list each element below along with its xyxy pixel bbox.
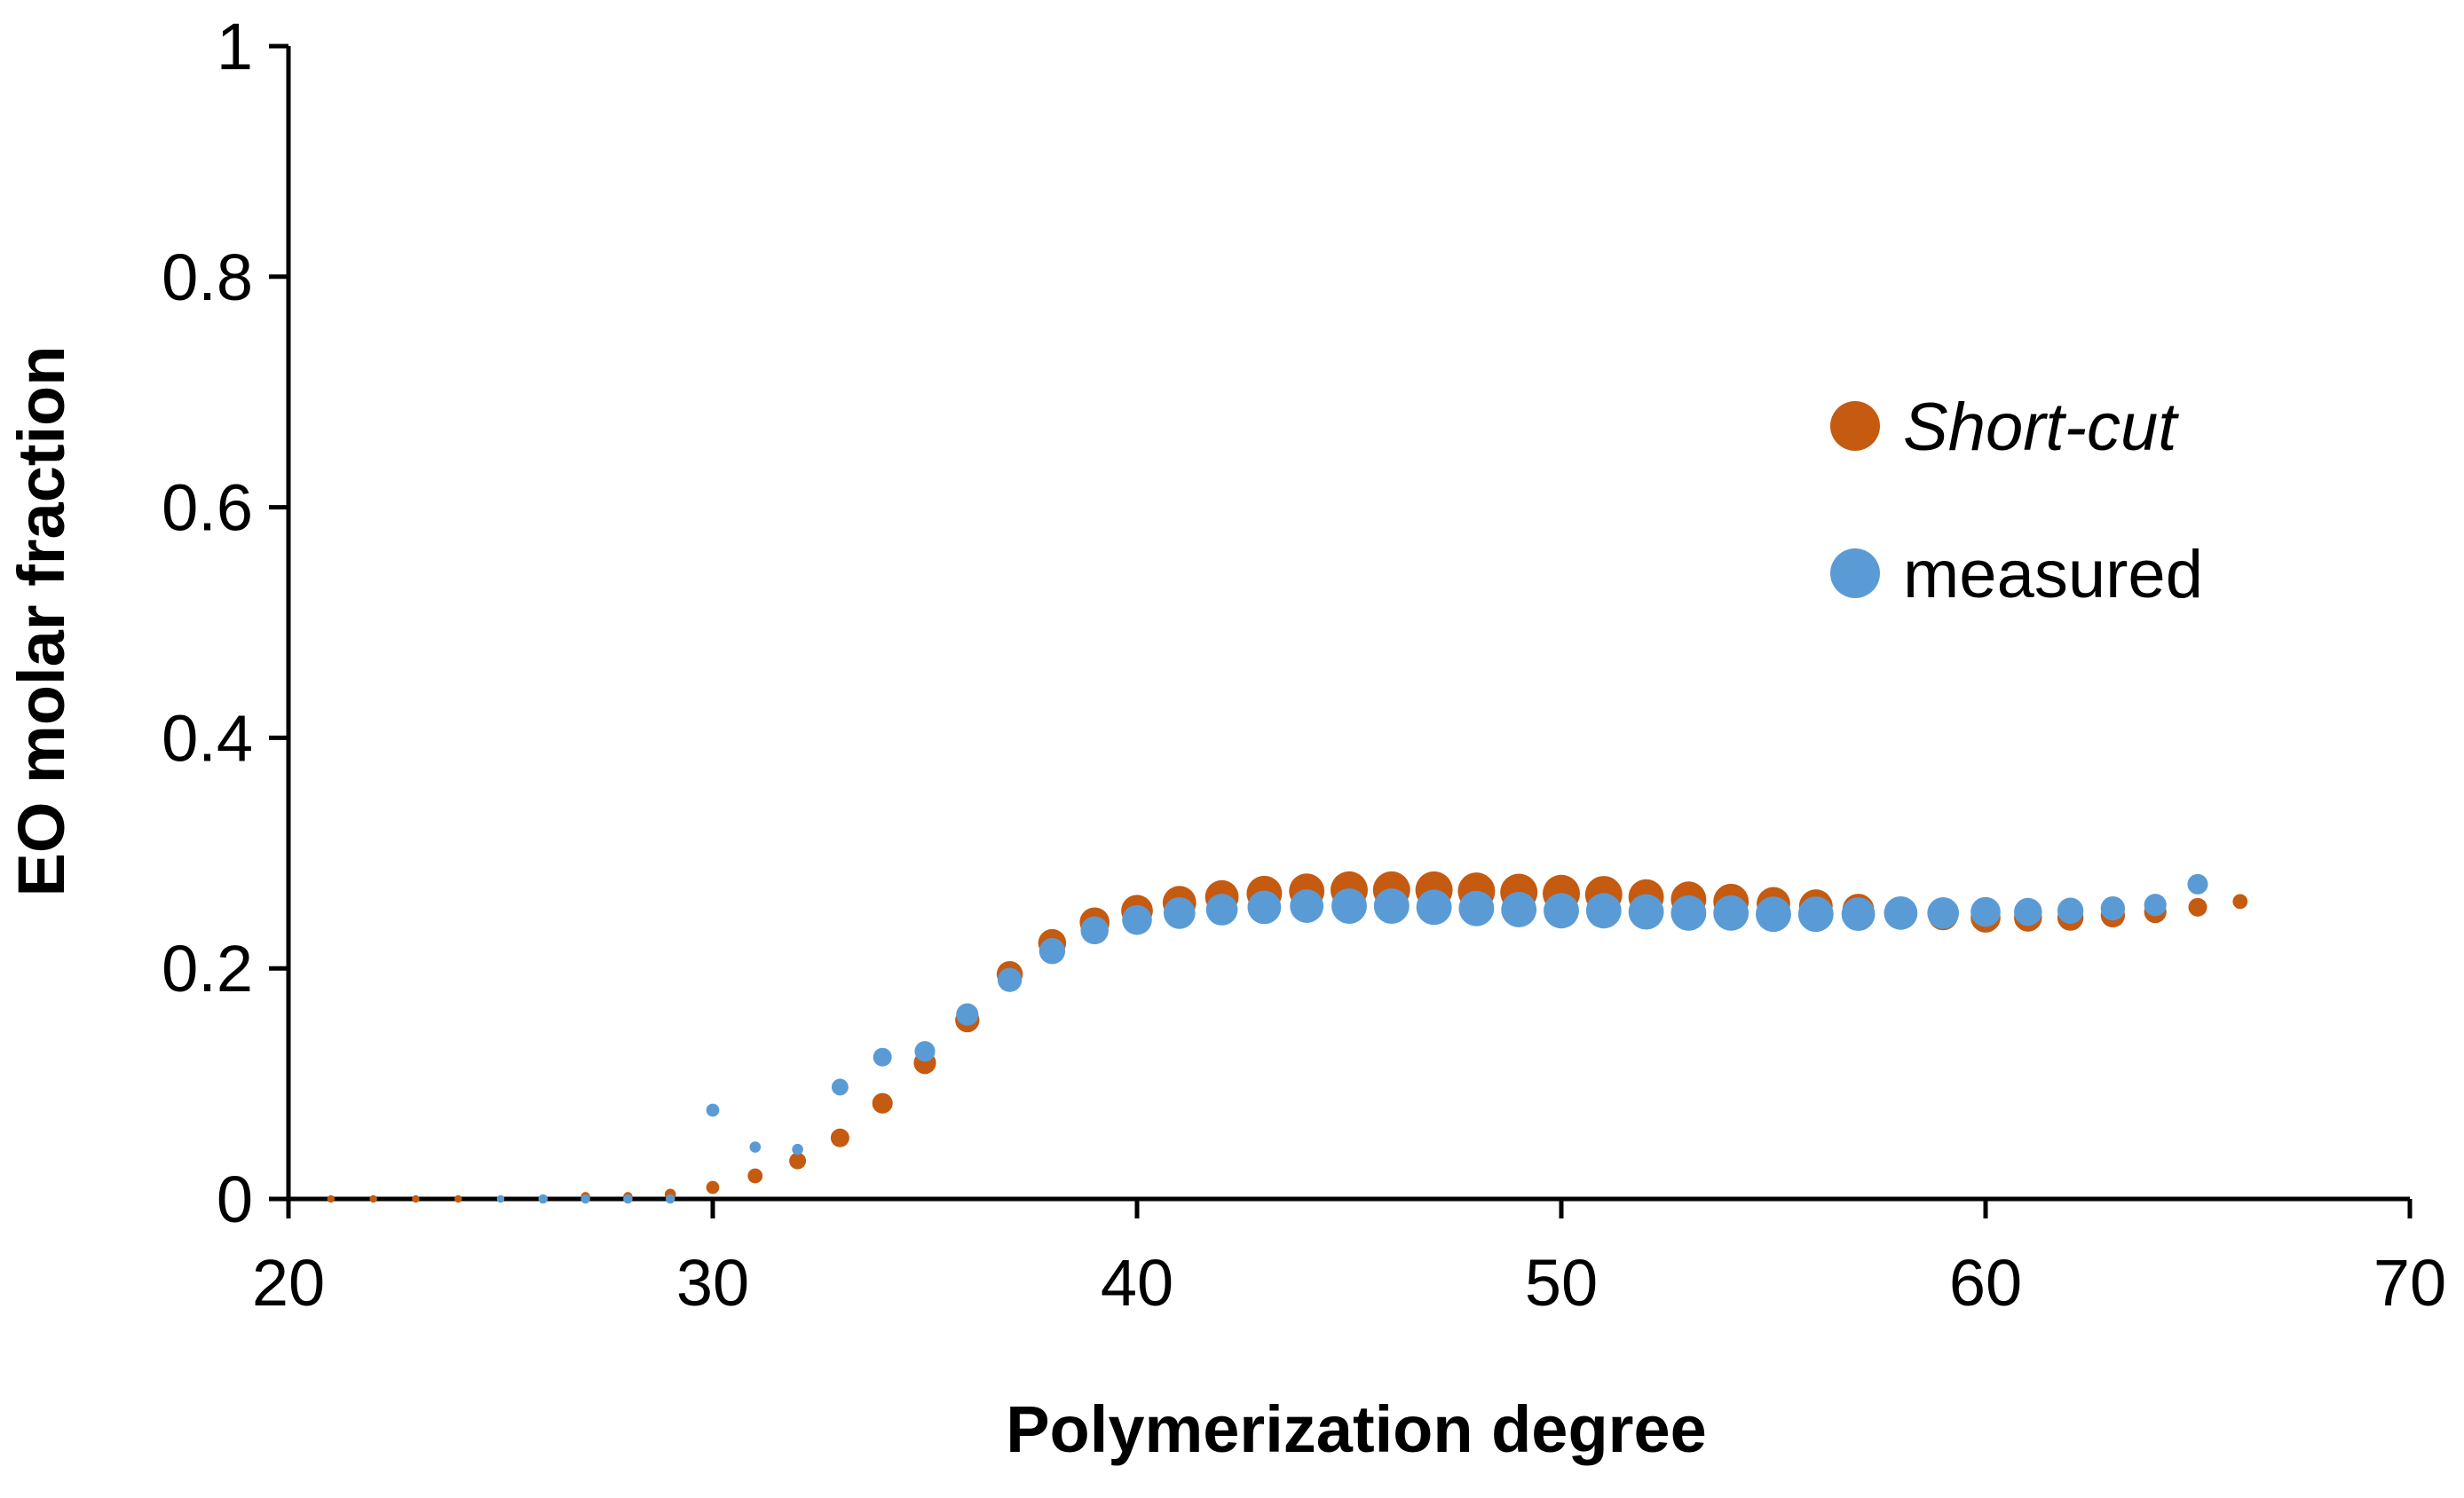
data-point (369, 1194, 377, 1203)
y-tick-label: 0.2 (162, 932, 253, 1005)
x-axis-title: Polymerization degree (1006, 1392, 1707, 1466)
series-measured (496, 873, 2208, 1204)
data-point (1970, 896, 2001, 927)
data-point (623, 1194, 633, 1204)
data-point (327, 1194, 335, 1203)
data-point (2144, 894, 2167, 917)
data-point (538, 1194, 549, 1204)
x-tick-label: 70 (2373, 1246, 2446, 1320)
data-point (1373, 888, 1410, 925)
data-point (1628, 894, 1664, 930)
data-point (1163, 896, 1196, 929)
x-tick-label: 20 (252, 1246, 325, 1320)
data-point (2100, 896, 2126, 921)
data-point (747, 1168, 763, 1184)
data-point (706, 1180, 720, 1194)
data-point (873, 1047, 892, 1067)
data-point (1331, 888, 1367, 925)
data-point (997, 967, 1023, 992)
data-points (327, 871, 2248, 1204)
data-point (914, 1041, 936, 1062)
data-point (749, 1141, 762, 1153)
data-point (2232, 894, 2248, 910)
data-point (1713, 895, 1749, 931)
data-point (1797, 896, 1834, 933)
data-point (496, 1194, 505, 1203)
y-tick-label: 1 (217, 10, 253, 83)
axes: 0 0.2 0.4 0.6 0.8 1 20 30 40 50 60 70 (162, 10, 2446, 1320)
data-point (2057, 897, 2084, 924)
data-point (1756, 896, 1791, 933)
x-tick-label: 50 (1525, 1246, 1598, 1320)
x-tick-label: 40 (1101, 1246, 1173, 1320)
x-tick-label: 30 (676, 1246, 749, 1320)
data-point (2187, 873, 2208, 895)
y-tick-label: 0.6 (162, 471, 253, 545)
data-point (831, 1078, 849, 1096)
data-point (1205, 894, 1238, 926)
data-point (1039, 938, 1066, 965)
data-point (956, 1003, 979, 1026)
y-tick-label: 0.4 (162, 701, 253, 775)
legend: Short-cut measured (1830, 390, 2203, 612)
data-point (1416, 889, 1452, 926)
data-point (1884, 895, 1918, 930)
data-point (454, 1194, 462, 1203)
data-point (580, 1194, 590, 1204)
data-point (1544, 893, 1579, 929)
data-point (1080, 916, 1109, 945)
data-point (2188, 897, 2207, 917)
legend-marker (1830, 401, 1880, 451)
data-point (1290, 889, 1324, 923)
data-point (1670, 895, 1707, 931)
data-point (1927, 896, 1960, 929)
y-tick-label: 0.8 (162, 240, 253, 314)
y-tick-label: 0 (217, 1163, 253, 1236)
data-point (789, 1152, 807, 1170)
data-point (1247, 890, 1282, 925)
data-point (665, 1194, 675, 1204)
data-point (792, 1143, 803, 1155)
data-point (872, 1092, 893, 1114)
data-point (1501, 892, 1537, 927)
data-point (706, 1103, 720, 1117)
x-tick-label: 60 (1949, 1246, 2022, 1320)
data-point (2014, 897, 2042, 926)
series-short-cut (327, 871, 2248, 1203)
data-point (412, 1194, 420, 1203)
y-axis-title: EO molar fraction (4, 346, 78, 897)
data-point (830, 1128, 849, 1147)
legend-marker (1830, 548, 1880, 598)
legend-label: Short-cut (1903, 390, 2179, 465)
data-point (1585, 893, 1622, 929)
data-point (1458, 890, 1495, 926)
data-point (1122, 904, 1152, 935)
data-point (1841, 897, 1876, 932)
legend-label: measured (1903, 537, 2203, 612)
